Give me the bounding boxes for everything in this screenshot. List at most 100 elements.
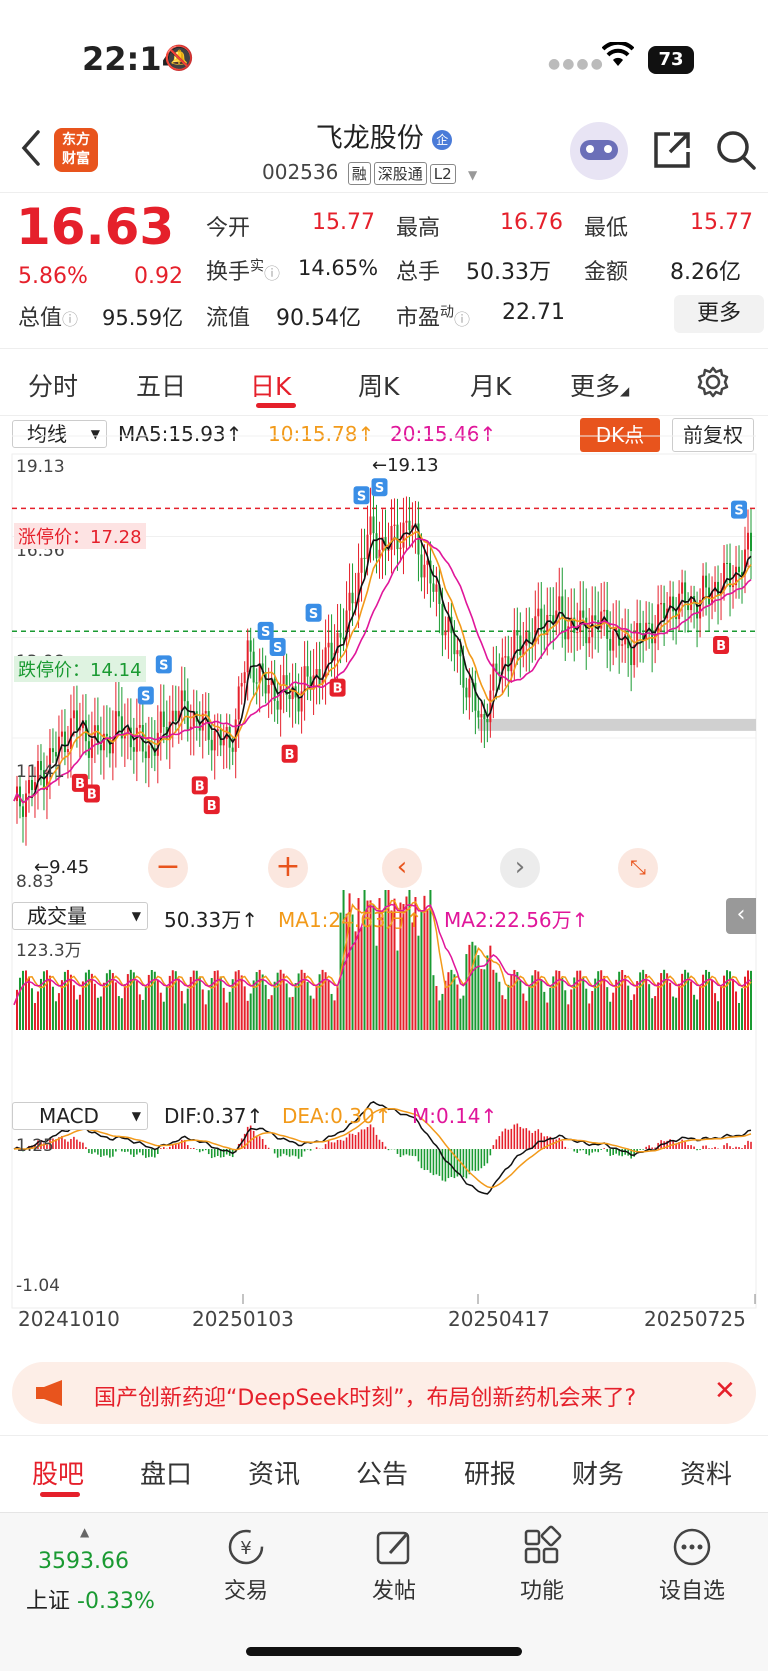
nav-watchlist[interactable]: 设自选 xyxy=(642,1525,742,1605)
volume-bar xyxy=(258,969,261,1030)
stock-title[interactable]: 飞龙股份 企 xyxy=(0,116,768,155)
volume-bar xyxy=(441,993,444,1030)
stock-code-row[interactable]: 002536 融深股通 L2 ▼ xyxy=(262,160,477,185)
candle-body xyxy=(21,806,24,817)
search-icon[interactable] xyxy=(714,128,758,176)
tab-pankou[interactable]: 盘口 xyxy=(140,1460,193,1490)
candle-body xyxy=(48,748,51,775)
volume-bar xyxy=(546,1002,549,1030)
change-percent: 5.86% xyxy=(18,264,88,289)
volume-bar xyxy=(240,975,243,1030)
scroll-right-button[interactable]: › xyxy=(500,848,540,888)
volume-bar xyxy=(102,982,105,1030)
banner-text: 国产创新药迎“DeepSeek时刻”，布局创新药机会来了? xyxy=(94,1386,637,1411)
volume-bar xyxy=(447,972,450,1030)
eastmoney-logo[interactable]: 东方 财富 xyxy=(54,128,98,172)
more-quote-button[interactable]: 更多 xyxy=(674,295,764,333)
ma20-value: 20:15.46↑ xyxy=(390,422,497,446)
candle-body xyxy=(129,727,132,748)
date-label-1: 20241010 xyxy=(18,1307,120,1331)
candle-body xyxy=(30,780,33,791)
share-icon[interactable] xyxy=(650,128,694,176)
settings-gear-icon[interactable] xyxy=(696,365,730,403)
candle-body xyxy=(681,582,684,594)
close-icon[interactable]: ✕ xyxy=(714,1376,736,1406)
volume-bar xyxy=(174,971,177,1030)
tab-research[interactable]: 研报 xyxy=(464,1460,517,1490)
macd-y-top: 1.25 xyxy=(16,1136,54,1156)
volume-bar xyxy=(606,987,609,1030)
volume-selector[interactable]: 成交量 ▼ xyxy=(12,902,148,930)
volume-bar xyxy=(144,985,147,1030)
tab-news[interactable]: 资讯 xyxy=(248,1460,301,1490)
nav-post[interactable]: 发帖 xyxy=(344,1525,444,1605)
nav-functions[interactable]: 功能 xyxy=(492,1525,592,1605)
volume-bar xyxy=(663,969,666,1030)
candle-body xyxy=(318,669,321,685)
tab-guba[interactable]: 股吧 xyxy=(32,1460,85,1490)
tab-intraday[interactable]: 分时 xyxy=(28,372,79,401)
tab-weekly-k[interactable]: 周K xyxy=(358,372,400,401)
volume-bar xyxy=(711,980,714,1030)
volume-bar xyxy=(624,974,627,1030)
candle-body xyxy=(717,581,720,596)
volume-bar xyxy=(702,974,705,1030)
fullscreen-button[interactable]: ⤡ xyxy=(618,848,658,888)
candle-body xyxy=(258,663,261,684)
volume-bar xyxy=(276,972,279,1030)
scroll-left-button[interactable]: ‹ xyxy=(382,848,422,888)
candle-body xyxy=(696,602,699,619)
news-banner[interactable]: 国产创新药迎“DeepSeek时刻”，布局创新药机会来了? ✕ xyxy=(12,1362,756,1424)
volume-bar xyxy=(285,983,288,1030)
macd-selector[interactable]: MACD ▼ xyxy=(12,1102,148,1130)
candle-body xyxy=(357,572,360,603)
tab-monthly-k[interactable]: 月K xyxy=(470,372,512,401)
volume-bar xyxy=(123,984,126,1030)
volume-bar xyxy=(399,902,402,1030)
volume-bar xyxy=(558,970,561,1030)
nav-trade[interactable]: ¥ 交易 xyxy=(196,1525,296,1605)
sell-marker xyxy=(137,686,154,705)
nav-post-label: 发帖 xyxy=(371,1579,416,1604)
volume-bar xyxy=(498,981,501,1030)
tab-finance[interactable]: 财务 xyxy=(572,1460,625,1490)
volume-bar xyxy=(684,969,687,1030)
candle-body xyxy=(432,583,435,592)
marker-letter: S xyxy=(734,504,743,519)
dk-point-button[interactable]: DK点 xyxy=(580,418,660,452)
candle-body xyxy=(612,630,615,651)
collapse-panel-button[interactable]: ‹ xyxy=(726,898,756,934)
candle-body xyxy=(534,616,537,644)
candle-body xyxy=(585,617,588,644)
candle-body xyxy=(426,560,429,565)
candle-body xyxy=(54,752,57,757)
tab-daily-k[interactable]: 日K xyxy=(250,372,292,401)
tab-profile[interactable]: 资料 xyxy=(680,1460,733,1490)
volume-bar xyxy=(255,972,258,1030)
low-label: 最低 xyxy=(584,216,629,241)
candle-body xyxy=(174,710,177,721)
macd-dif: DIF:0.37↑ xyxy=(164,1104,264,1128)
adjust-button[interactable]: 前复权 xyxy=(672,418,754,452)
tab-announcements[interactable]: 公告 xyxy=(356,1460,409,1490)
volume-bar xyxy=(78,994,81,1030)
robot-avatar-icon[interactable] xyxy=(570,122,628,180)
volume-bar xyxy=(45,970,48,1030)
marker-letter: S xyxy=(357,489,366,504)
zoom-in-button[interactable]: + xyxy=(268,848,308,888)
volume-bar xyxy=(714,993,717,1030)
candle-body xyxy=(669,596,672,609)
back-icon[interactable] xyxy=(18,128,44,172)
ma-selector[interactable]: 均线 ▼ xyxy=(12,420,107,448)
candle-body xyxy=(456,650,459,655)
kline-chart[interactable]: BBSSSBBSSBSBSSBS xyxy=(0,414,768,1354)
candle-body xyxy=(411,525,414,531)
tab-five-day[interactable]: 五日 xyxy=(136,372,187,401)
zoom-out-button[interactable]: − xyxy=(148,848,188,888)
tab-more-periods[interactable]: 更多◢ xyxy=(570,372,630,401)
volume-bar xyxy=(213,970,216,1030)
volume-bar xyxy=(468,944,471,1030)
candle-body xyxy=(33,782,36,791)
candle-body xyxy=(105,733,108,737)
volume-bar xyxy=(198,977,201,1030)
